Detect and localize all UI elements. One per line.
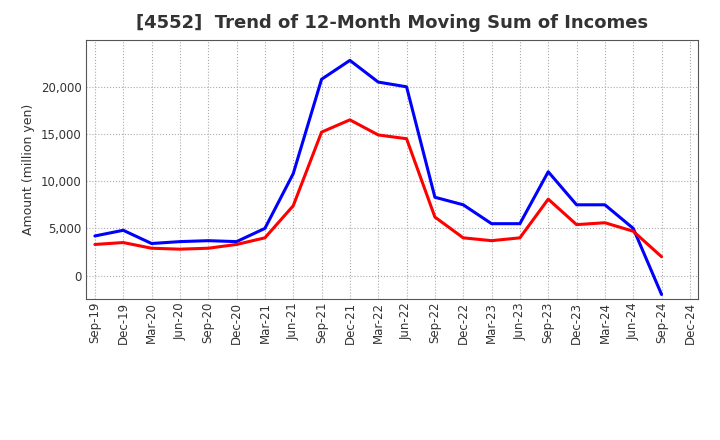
Ordinary Income xyxy=(544,169,552,174)
Ordinary Income xyxy=(119,227,127,233)
Title: [4552]  Trend of 12-Month Moving Sum of Incomes: [4552] Trend of 12-Month Moving Sum of I… xyxy=(136,15,649,33)
Ordinary Income xyxy=(261,226,269,231)
Net Income xyxy=(204,246,212,251)
Ordinary Income xyxy=(459,202,467,207)
Net Income xyxy=(431,214,439,220)
Net Income xyxy=(346,117,354,122)
Net Income xyxy=(318,129,326,135)
Ordinary Income xyxy=(289,171,297,176)
Net Income xyxy=(544,197,552,202)
Ordinary Income xyxy=(233,239,241,244)
Ordinary Income xyxy=(346,58,354,63)
Ordinary Income xyxy=(318,77,326,82)
Net Income xyxy=(119,240,127,245)
Ordinary Income xyxy=(516,221,524,226)
Ordinary Income xyxy=(176,239,184,244)
Net Income xyxy=(148,246,156,251)
Ordinary Income xyxy=(91,233,99,238)
Net Income xyxy=(289,203,297,209)
Net Income xyxy=(176,246,184,252)
Net Income xyxy=(516,235,524,241)
Net Income xyxy=(487,238,496,243)
Net Income xyxy=(657,254,666,259)
Ordinary Income xyxy=(204,238,212,243)
Net Income xyxy=(629,229,637,234)
Line: Ordinary Income: Ordinary Income xyxy=(95,60,662,294)
Net Income xyxy=(572,222,581,227)
Net Income xyxy=(91,242,99,247)
Ordinary Income xyxy=(431,194,439,200)
Net Income xyxy=(600,220,609,225)
Ordinary Income xyxy=(487,221,496,226)
Line: Net Income: Net Income xyxy=(95,120,662,257)
Ordinary Income xyxy=(374,80,382,85)
Y-axis label: Amount (million yen): Amount (million yen) xyxy=(22,104,35,235)
Ordinary Income xyxy=(572,202,581,207)
Net Income xyxy=(374,132,382,138)
Ordinary Income xyxy=(657,292,666,297)
Net Income xyxy=(233,242,241,247)
Ordinary Income xyxy=(600,202,609,207)
Ordinary Income xyxy=(402,84,411,89)
Ordinary Income xyxy=(629,226,637,231)
Ordinary Income xyxy=(148,241,156,246)
Net Income xyxy=(459,235,467,241)
Net Income xyxy=(261,235,269,241)
Net Income xyxy=(402,136,411,141)
